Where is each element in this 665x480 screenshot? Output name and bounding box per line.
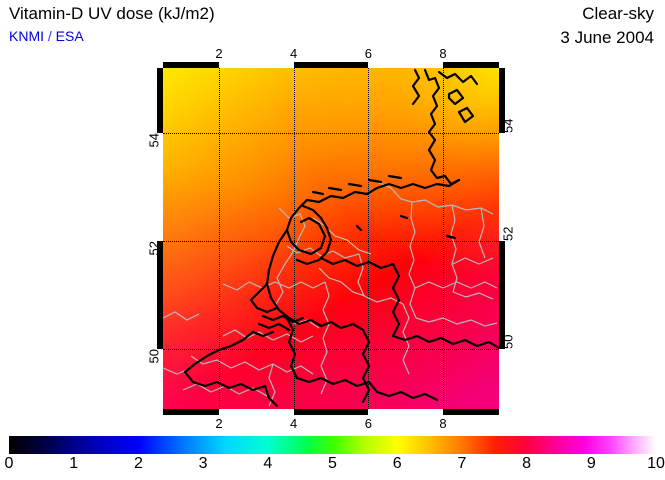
colorbar-tick-10: 10	[647, 455, 665, 472]
credit-esa: ESA	[55, 28, 84, 44]
axis-tick-segment	[293, 62, 369, 68]
colorbar-tick-4: 4	[263, 455, 273, 472]
axis-band-bottom	[157, 409, 505, 415]
sky-condition-label: Clear-sky	[582, 4, 654, 23]
page-title: Vitamin-D UV dose (kJ/m2)	[9, 4, 215, 23]
administrative-borders	[163, 181, 498, 407]
map-canvas[interactable]	[163, 68, 499, 409]
coastline	[183, 68, 499, 408]
axis-label-lat-left-54: 54	[146, 132, 162, 148]
colorbar-tick-3: 3	[198, 455, 208, 472]
credit-separator: /	[47, 28, 52, 44]
axis-band-right	[499, 62, 505, 415]
colorbar-tick-5: 5	[328, 455, 337, 472]
colorbar-tick-1: 1	[69, 455, 79, 472]
axis-tick-segment	[157, 241, 163, 350]
axis-label-lon-top-4: 4	[290, 46, 298, 61]
axis-tick-segment	[157, 68, 163, 133]
river-lines	[282, 217, 372, 329]
axis-tick-segment	[163, 409, 219, 415]
axis-band-left	[157, 62, 163, 415]
colorbar-tick-0: 0	[4, 455, 14, 472]
colorbar-tick-2: 2	[133, 455, 143, 472]
axis-label-lon-bottom-6: 6	[364, 416, 372, 431]
axis-tick-segment	[293, 409, 369, 415]
axis-band-top	[157, 62, 505, 68]
axis-label-lon-top-6: 6	[364, 46, 372, 61]
axis-tick-segment	[443, 409, 499, 415]
axis-label-lat-right-52: 52	[500, 226, 516, 242]
axis-label-lat-left-52: 52	[146, 241, 162, 256]
axis-label-lat-right-50: 50	[500, 334, 516, 350]
colorbar-tick-labels: 0 1 2 3 4 5 6 7 8 9 10	[5, 455, 665, 475]
colorbar-tick-7: 7	[457, 455, 467, 472]
axis-label-lon-bottom-2: 2	[215, 416, 223, 431]
colorbar-gradient	[9, 436, 656, 454]
axis-tick-segment	[499, 68, 505, 133]
axis-label-lon-bottom-4: 4	[290, 416, 298, 431]
geography-layer	[163, 68, 499, 408]
credit-line: KNMI / ESA	[9, 28, 84, 44]
axis-label-lon-top-8: 8	[439, 46, 447, 61]
axis-tick-segment	[443, 62, 499, 68]
axis-label-lon-top-2: 2	[215, 46, 223, 61]
axis-tick-segment	[163, 62, 219, 68]
credit-knmi: KNMI	[9, 28, 44, 44]
axis-label-lon-bottom-8: 8	[439, 416, 447, 431]
axis-label-lat-right-54: 54	[500, 118, 516, 133]
colorbar-panel[interactable]: 0 1 2 3 4 5 6 7 8 9 10	[5, 436, 665, 476]
colorbar-tick-8: 8	[522, 455, 532, 472]
axis-tick-segment	[499, 241, 505, 350]
colorbar-tick-9: 9	[586, 455, 596, 472]
map-panel[interactable]: 2 4 6 8 2 4 6 8 54 52 50 54 52 50	[147, 46, 516, 431]
map-date-label: 3 June 2004	[560, 28, 654, 47]
axis-label-lat-left-50: 50	[146, 349, 162, 364]
colorbar-tick-6: 6	[392, 455, 402, 472]
